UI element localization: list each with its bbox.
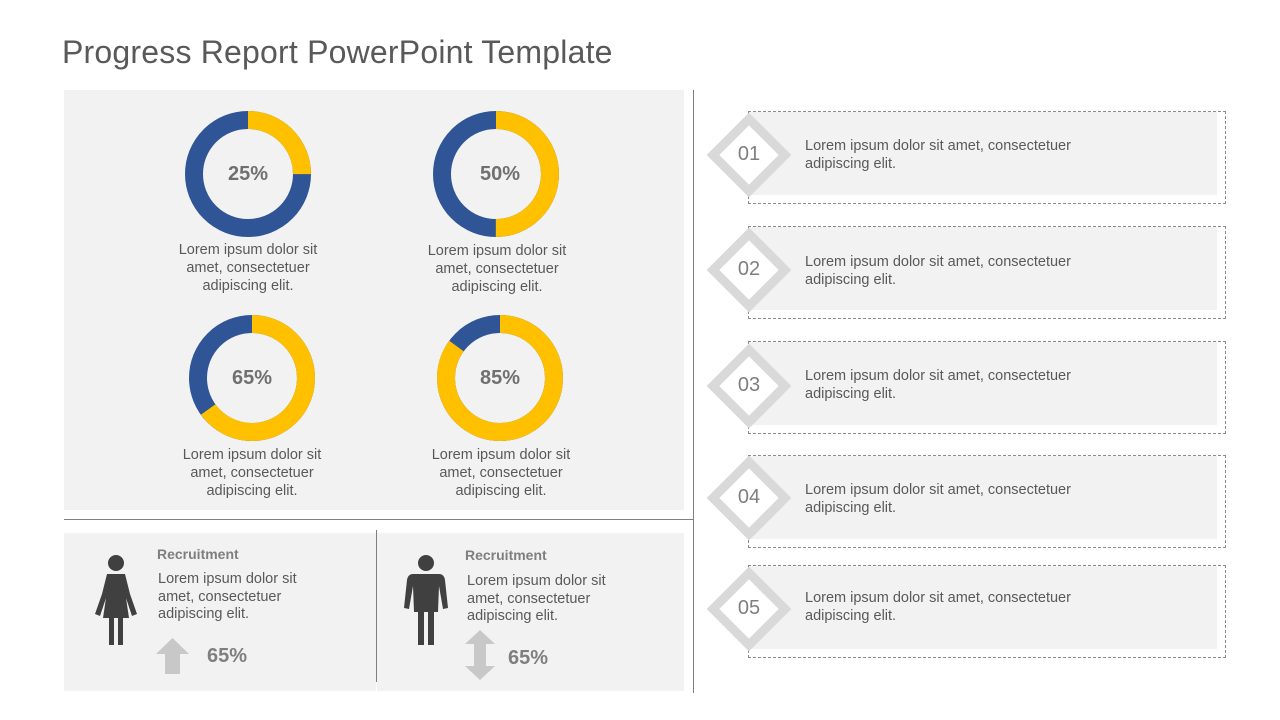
vertical-divider (693, 90, 694, 693)
donut-progress-arc (433, 111, 559, 237)
donut-caption: Lorem ipsum dolor sit amet, consectetuer… (158, 241, 338, 295)
donut-progress-arc (185, 111, 311, 237)
text-line: Lorem ipsum dolor sit amet, consectetuer (805, 254, 1071, 270)
step-fill (749, 456, 1217, 539)
up-down-arrow-icon (465, 630, 495, 680)
step-box (748, 565, 1226, 658)
donut-percent-label: 85% (479, 367, 521, 389)
diamond-icon (707, 113, 791, 197)
step-number: 02 (737, 258, 761, 280)
step-box (748, 226, 1226, 319)
step-text: Lorem ipsum dolor sit amet, consectetuer… (805, 482, 1185, 517)
text-line: Lorem ipsum dolor sit amet, consectetuer (805, 590, 1071, 606)
step-text: Lorem ipsum dolor sit amet, consectetuer… (805, 138, 1185, 173)
text-line: amet, consectetuer (158, 588, 282, 605)
donut-progress-arc (437, 315, 563, 441)
text-line: adipiscing elit. (805, 499, 897, 516)
male-person-icon (404, 555, 448, 645)
step-number: 01 (737, 143, 761, 165)
donut-chart-65 (189, 315, 315, 441)
step-text: Lorem ipsum dolor sit amet, consectetuer… (805, 590, 1185, 625)
step-text: Lorem ipsum dolor sit amet, consectetuer… (805, 254, 1185, 289)
step-box (748, 111, 1226, 204)
step-fill (749, 112, 1217, 195)
caption-line: Lorem ipsum dolor sit (431, 447, 571, 463)
recruitment-percent: 65% (508, 647, 549, 669)
caption-line: amet, consectetuer (190, 465, 314, 481)
text-line: Lorem ipsum dolor sit (467, 573, 606, 589)
donut-chart-85 (437, 315, 563, 441)
page-title: Progress Report PowerPoint Template (62, 34, 613, 70)
donut-caption: Lorem ipsum dolor sit amet, consectetuer… (411, 446, 591, 500)
donut-caption: Lorem ipsum dolor sit amet, consectetuer… (407, 242, 587, 296)
step-fill (749, 227, 1217, 310)
donut-percent-label: 50% (479, 163, 521, 185)
recruitment-text: Lorem ipsum dolor sit amet, consectetuer… (467, 573, 647, 626)
caption-line: adipiscing elit. (451, 279, 543, 295)
recruitment-heading: Recruitment (157, 546, 239, 562)
recruitment-text: Lorem ipsum dolor sit amet, consectetuer… (158, 571, 338, 624)
female-person-icon (95, 555, 137, 645)
horizontal-divider (64, 519, 693, 520)
step-number: 04 (737, 486, 761, 508)
recruitment-percent: 65% (207, 645, 248, 667)
caption-line: adipiscing elit. (206, 483, 298, 499)
text-line: adipiscing elit. (805, 271, 897, 288)
donut-chart-25 (185, 111, 311, 237)
diamond-icon (707, 344, 791, 428)
step-text: Lorem ipsum dolor sit amet, consectetuer… (805, 368, 1185, 403)
caption-line: adipiscing elit. (202, 278, 294, 294)
step-box (748, 341, 1226, 434)
donut-progress-arc (189, 315, 315, 441)
caption-line: amet, consectetuer (186, 260, 310, 276)
donut-caption: Lorem ipsum dolor sit amet, consectetuer… (162, 446, 342, 500)
caption-line: adipiscing elit. (455, 483, 547, 499)
donut-percent-label: 65% (231, 367, 273, 389)
diamond-icon (707, 456, 791, 540)
step-box (748, 455, 1226, 548)
diamond-icon (707, 228, 791, 312)
recruitment-divider (376, 530, 377, 682)
text-line: Lorem ipsum dolor sit (158, 571, 297, 587)
text-line: adipiscing elit. (805, 607, 897, 624)
recruitment-heading: Recruitment (465, 547, 547, 563)
step-fill (749, 342, 1217, 425)
text-line: adipiscing elit. (467, 608, 559, 624)
text-line: amet, consectetuer (467, 590, 591, 607)
text-line: adipiscing elit. (805, 155, 897, 172)
text-line: Lorem ipsum dolor sit amet, consectetuer (805, 368, 1071, 384)
caption-line: amet, consectetuer (435, 261, 559, 277)
text-line: adipiscing elit. (158, 606, 250, 622)
caption-line: amet, consectetuer (439, 465, 563, 481)
step-number: 05 (737, 597, 761, 619)
text-line: Lorem ipsum dolor sit amet, consectetuer (805, 482, 1071, 498)
diamond-icon (707, 567, 791, 651)
caption-line: Lorem ipsum dolor sit (178, 242, 318, 258)
donut-percent-label: 25% (227, 163, 269, 185)
text-line: adipiscing elit. (805, 385, 897, 402)
donut-panel (64, 90, 684, 510)
step-fill (749, 566, 1217, 649)
text-line: Lorem ipsum dolor sit amet, consectetuer (805, 138, 1071, 154)
caption-line: Lorem ipsum dolor sit (427, 243, 567, 259)
up-arrow-icon (156, 638, 189, 674)
step-number: 03 (737, 374, 761, 396)
donut-chart-50 (433, 111, 559, 237)
caption-line: Lorem ipsum dolor sit (182, 447, 322, 463)
